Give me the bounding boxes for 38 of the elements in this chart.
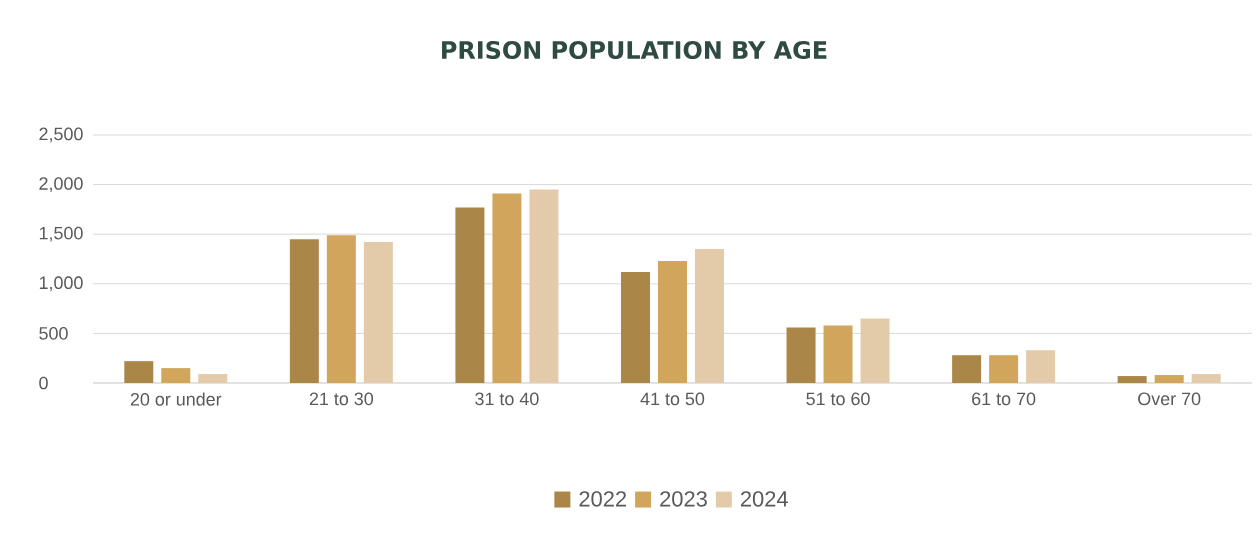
bar bbox=[198, 374, 228, 383]
bar bbox=[529, 189, 559, 383]
bar bbox=[823, 325, 853, 383]
legend-label: 2022 bbox=[579, 491, 627, 507]
bar bbox=[326, 235, 356, 383]
bar bbox=[124, 361, 154, 383]
y-tick-label: 0 bbox=[39, 376, 48, 390]
y-tick-label: 1,500 bbox=[39, 226, 83, 242]
legend-label: 2023 bbox=[660, 491, 707, 507]
x-tick-label: Over 70 bbox=[1138, 392, 1201, 406]
bar bbox=[657, 260, 687, 383]
x-tick-label: 51 to 60 bbox=[806, 392, 870, 406]
bar bbox=[786, 327, 816, 383]
bar bbox=[860, 318, 890, 383]
bar bbox=[620, 271, 650, 383]
chart-title: PRISON POPULATION BY AGE bbox=[442, 40, 827, 60]
bar bbox=[1026, 350, 1056, 383]
x-tick-label: 20 or under bbox=[130, 392, 222, 406]
x-tick-label: 61 to 70 bbox=[972, 392, 1036, 406]
bar bbox=[1117, 376, 1147, 383]
bar bbox=[455, 207, 485, 383]
x-tick-label: 41 to 50 bbox=[640, 392, 705, 406]
bar bbox=[161, 368, 191, 383]
bar bbox=[1191, 374, 1221, 383]
x-tick-label: 31 to 40 bbox=[475, 392, 539, 406]
legend-label: 2024 bbox=[740, 491, 788, 507]
bar bbox=[289, 239, 319, 383]
bar bbox=[1154, 375, 1184, 383]
bar bbox=[989, 355, 1019, 383]
y-tick-label: 2,000 bbox=[39, 177, 83, 192]
bar bbox=[363, 242, 393, 383]
bar bbox=[492, 193, 522, 383]
y-tick-label: 2,500 bbox=[39, 127, 83, 143]
x-tick-label: 21 to 30 bbox=[309, 392, 374, 406]
y-tick-label: 1,000 bbox=[39, 276, 83, 292]
bar bbox=[694, 249, 724, 383]
y-tick-label: 500 bbox=[39, 327, 68, 340]
bar bbox=[952, 355, 982, 383]
